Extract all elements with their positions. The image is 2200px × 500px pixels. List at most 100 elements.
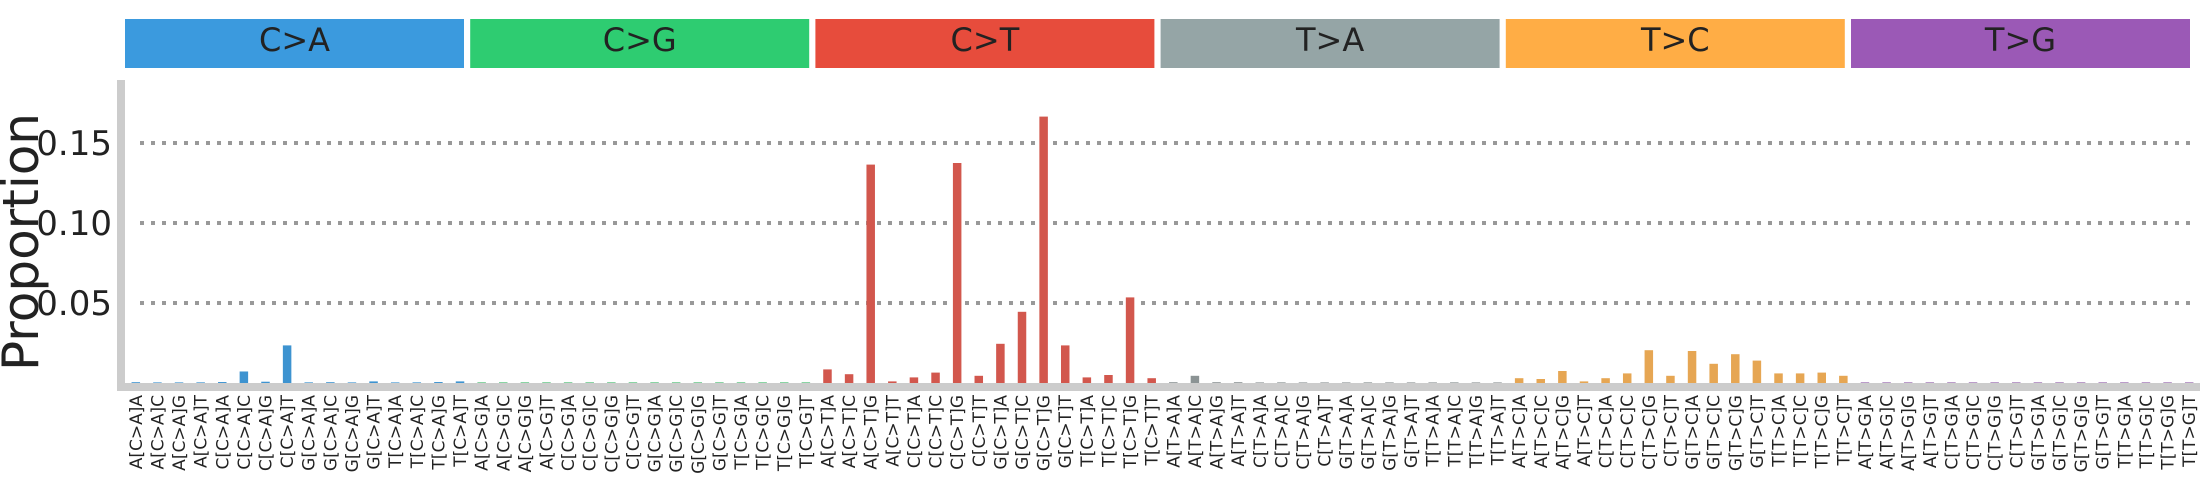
x-tick-label: A[T>C]A [1510,395,1530,468]
category-label: C>A [259,21,330,59]
bar [715,382,724,383]
x-tick-label: T[T>A]G [1467,395,1487,469]
x-tick-label: G[T>C]T [1748,394,1768,468]
x-tick-label: C[T>G]C [1964,395,1984,470]
bar [477,382,486,383]
x-tick-label: G[C>A]T [365,394,385,469]
bar [1190,375,1200,383]
bar [2033,382,2043,383]
x-tick-label: G[C>G]G [689,395,709,474]
x-tick-label: T[C>A]C [408,395,428,469]
bar [1882,382,1891,383]
x-tick-label: C[T>A]T [1316,394,1336,466]
category-box-t-to-c [1505,19,1845,68]
x-tick-label: T[T>G]C [2137,395,2157,469]
bar [1514,378,1524,383]
x-tick-label: T[C>A]A [386,395,406,469]
x-tick-label: C[T>A]C [1272,395,1292,468]
x-tick-label: C[C>A]G [256,395,276,471]
bar [131,382,141,383]
bar [1104,375,1113,383]
bar [218,382,227,383]
x-tick-label: G[C>T]A [991,395,1011,470]
bar [1493,382,1502,383]
bar [390,382,400,383]
x-tick-label: C[T>G]T [2007,394,2027,468]
bar [1839,375,1848,383]
x-tick-label: A[T>G]A [1856,395,1876,470]
x-tick-label: A[T>A]A [1164,395,1184,468]
bar [1795,373,1805,383]
bar [2163,382,2172,383]
bar [1666,375,1675,383]
x-tick-label: C[C>A]A [213,395,233,470]
x-tick-label: T[T>C]T [1834,394,1854,466]
bar [1147,378,1156,383]
x-tick-label: T[C>G]T [797,394,817,469]
bar [369,381,378,383]
bar [779,382,789,383]
bar [2055,382,2064,383]
plot-area [117,80,2200,391]
bar [542,382,551,383]
y-gridlines [140,141,2195,305]
bar [1903,382,1913,383]
x-tick-label: G[T>G]C [2051,395,2071,471]
bar [1039,116,1048,383]
bar [1990,382,1999,383]
bar [931,372,940,383]
x-tick-label: G[T>C]A [1683,395,1703,470]
bar [1363,382,1373,383]
bar [347,382,357,383]
bar [909,377,919,383]
bar [1536,379,1546,383]
x-tick-labels: A[C>A]A A[C>A]C A[C>A]G A[C>A]T C[C>A]A C[C>A… [127,394,2200,474]
x-tick-label: C[C>A]C [235,395,255,470]
x-tick-label: G[T>C]G [1726,395,1746,471]
bar [671,382,681,383]
bar [1709,363,1718,383]
x-tick-label: A[T>C]C [1532,395,1552,468]
bar [1277,382,1286,383]
bar [1579,381,1589,383]
x-tick-label: G[T>G]T [2094,394,2114,469]
category-label: T>A [1295,21,1364,59]
bar [1298,382,1308,383]
bar [2141,382,2151,383]
category-label: C>T [951,21,1020,59]
x-tick-label: T[T>A]T [1489,394,1509,466]
x-tick-label: C[C>G]C [581,395,601,471]
x-tick-label: T[T>A]A [1424,395,1444,468]
category-box-t-to-g [1851,19,2190,68]
x-tick-label: T[T>C]A [1770,395,1790,468]
bar [952,163,962,383]
x-tick-label: C[C>G]G [602,395,622,473]
category-box-t-to-a [1160,19,1500,68]
bar [174,382,184,383]
x-tick-label: C[T>C]A [1597,395,1617,469]
bar [758,382,767,383]
x-tick-label: A[C>T]G [862,395,882,470]
bar [1968,382,1978,383]
x-tick-label: G[C>T]T [1056,394,1076,468]
bar [412,382,422,383]
bar [261,381,270,383]
bar [1320,382,1329,383]
bar [1644,350,1654,383]
bar [520,382,530,383]
bar [693,382,703,383]
plot-left-border [117,80,125,391]
x-tick-label: G[C>T]G [1035,395,1055,471]
x-tick-label: T[C>A]G [429,395,449,471]
bar [585,382,594,383]
x-tick-label: A[C>G]C [494,395,514,471]
bar [455,381,465,383]
bar [974,375,984,383]
category-label: T>C [1640,21,1710,59]
bar [1082,377,1092,383]
x-tick-label: A[T>C]T [1575,394,1595,466]
x-tick-label: A[C>A]A [127,395,147,470]
y-tick-labels: 0.05 0.10 0.15 [36,124,112,324]
x-tick-label: T[C>G]A [732,395,752,471]
